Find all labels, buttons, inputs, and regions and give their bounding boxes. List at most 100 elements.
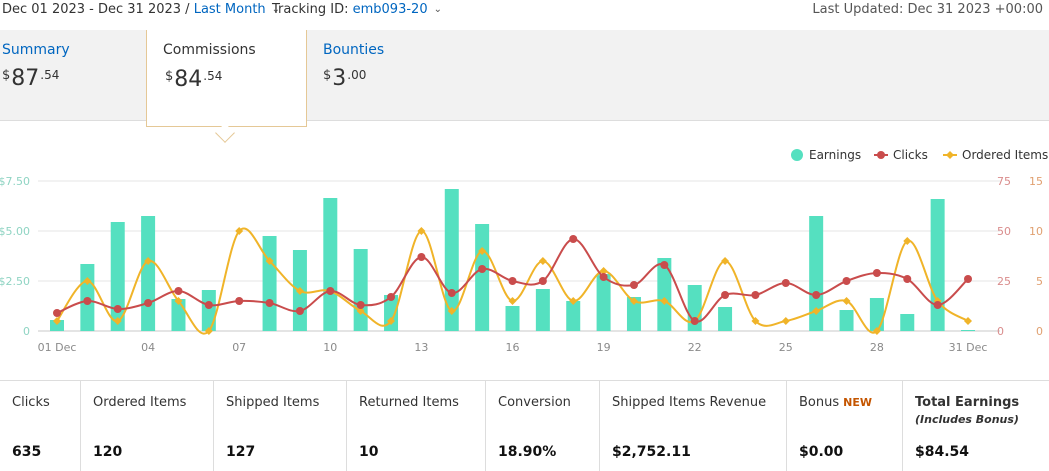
clicks-point	[417, 253, 426, 261]
x-tick-label: 01 Dec	[38, 341, 77, 354]
chart-axes: 0 0 0 $2.50 25 5 $5.00 50 10 $7.50 75 15 01 Dec 04 07 1…	[0, 175, 1043, 354]
tab-commissions-amount: $ 84 .54	[165, 67, 222, 92]
stat-sublabel: (Includes Bonus)	[915, 413, 1019, 426]
stat-value: 635	[12, 444, 42, 460]
tab-summary[interactable]: Summary $ 87 .54	[2, 42, 70, 122]
earnings-bar	[141, 216, 156, 331]
range-preset-link[interactable]: Last Month	[193, 2, 266, 17]
clicks-point	[144, 299, 153, 307]
ordered-items-point	[295, 287, 304, 295]
amount-fraction: .54	[40, 68, 60, 82]
earnings-bar	[201, 290, 216, 331]
date-range-text: Dec 01 2023 - Dec 31 2023 /	[2, 2, 190, 17]
earnings-bars	[50, 189, 975, 331]
stat-label: Bonus NEW	[799, 395, 872, 410]
clicks-point	[690, 317, 699, 325]
stat-label: Returned Items	[359, 395, 459, 410]
chevron-down-icon[interactable]: ⌄	[433, 4, 442, 15]
date-range-selector[interactable]: Dec 01 2023 - Dec 31 2023 / Last Month ⌄	[2, 2, 280, 17]
ordered-items-point	[903, 237, 912, 245]
ordered-items-point	[842, 297, 851, 305]
clicks-point	[842, 277, 851, 285]
y-tick-label-ordered: 0	[1036, 325, 1043, 338]
x-tick-label: 13	[414, 341, 428, 354]
earnings-bar	[900, 314, 915, 331]
legend-earnings-marker	[791, 149, 803, 161]
ordered-items-point	[721, 257, 730, 265]
ordered-items-point	[204, 327, 213, 335]
earnings-bar	[50, 320, 64, 331]
earnings-bar	[961, 330, 975, 331]
x-tick-label: 04	[141, 341, 155, 354]
y-tick-label-ordered: 15	[1029, 175, 1043, 188]
tracking-id-value[interactable]: emb093-20	[352, 2, 428, 17]
clicks-point	[599, 273, 608, 281]
clicks-point	[872, 269, 881, 277]
clicks-point	[174, 287, 183, 295]
y-tick-label-clicks: 50	[997, 225, 1011, 238]
ordered-items-point	[387, 317, 396, 325]
amount-whole: 87	[11, 66, 40, 91]
clicks-point	[781, 279, 790, 287]
stat-bonus: Bonus NEW $0.00	[787, 381, 903, 471]
clicks-point	[751, 291, 760, 299]
earnings-bar	[869, 298, 884, 331]
amount-fraction: .54	[203, 69, 223, 83]
clicks-point	[964, 275, 972, 283]
stat-ordered-items: Ordered Items 120	[81, 381, 214, 471]
clicks-point	[204, 301, 213, 309]
tracking-id-selector[interactable]: Tracking ID: emb093-20 ⌄	[272, 2, 442, 17]
tab-summary-label: Summary	[2, 42, 70, 58]
clicks-point	[295, 307, 304, 315]
clicks-point	[387, 293, 396, 301]
clicks-point	[478, 265, 487, 273]
clicks-point	[812, 291, 821, 299]
stat-label: Total Earnings	[915, 395, 1020, 410]
stat-value: 18.90%	[498, 444, 557, 460]
ordered-items-point	[235, 227, 244, 235]
ordered-items-point	[812, 307, 821, 315]
earnings-bar	[809, 216, 824, 331]
ordered-items-point	[538, 257, 547, 265]
clicks-point	[721, 291, 730, 299]
tab-summary-amount: $ 87 .54	[2, 66, 70, 91]
y-tick-label-left: $7.50	[0, 175, 30, 188]
stat-label: Shipped Items Revenue	[612, 395, 767, 410]
earnings-chart: 0 0 0 $2.50 25 5 $5.00 50 10 $7.50 75 15 01 Dec 04 07 1…	[0, 148, 1048, 354]
y-tick-label-left: $5.00	[0, 225, 30, 238]
ordered-items-point	[781, 317, 790, 325]
stat-conversion: Conversion 18.90%	[486, 381, 600, 471]
x-tick-label: 22	[688, 341, 702, 354]
stat-value: 10	[359, 444, 379, 460]
stat-returned-items: Returned Items 10	[347, 381, 486, 471]
tab-bounties[interactable]: Bounties $ 3 .00	[323, 42, 384, 122]
clicks-point	[903, 275, 912, 283]
x-tick-label: 28	[870, 341, 884, 354]
y-tick-label-clicks: 0	[997, 325, 1004, 338]
stat-value: $0.00	[799, 444, 844, 460]
ordered-items-point	[417, 227, 426, 235]
earnings-bar	[384, 295, 399, 331]
earnings-bar	[262, 236, 277, 331]
y-tick-label-ordered: 5	[1036, 275, 1043, 288]
earnings-bar	[626, 297, 641, 331]
earnings-bar	[839, 310, 854, 331]
x-tick-label: 16	[506, 341, 520, 354]
chevron-down-icon[interactable]: ⌄	[271, 4, 281, 15]
y-tick-label-ordered: 10	[1029, 225, 1043, 238]
clicks-point	[265, 299, 274, 307]
ordered-items-point	[569, 297, 578, 305]
ordered-items-point	[174, 297, 183, 305]
x-tick-label: 07	[232, 341, 246, 354]
earnings-bar	[566, 301, 581, 331]
tab-commissions[interactable]: Commissions $ 84 .54	[146, 30, 307, 127]
tab-bounties-amount: $ 3 .00	[323, 66, 384, 91]
y-tick-label-clicks: 25	[997, 275, 1011, 288]
clicks-point	[447, 289, 456, 297]
tracking-id-label: Tracking ID:	[272, 2, 349, 17]
x-tick-label: 19	[597, 341, 611, 354]
legend-clicks-marker	[877, 151, 885, 159]
stat-label: Ordered Items	[93, 395, 187, 410]
currency-symbol: $	[165, 69, 174, 84]
clicks-point	[83, 297, 92, 305]
